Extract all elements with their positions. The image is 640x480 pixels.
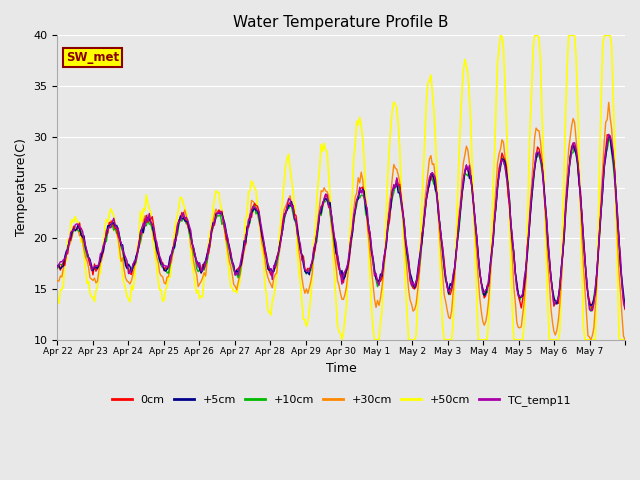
+30cm: [605, 99, 612, 105]
+50cm: [73, 218, 81, 224]
+50cm: [347, 212, 355, 218]
+50cm: [620, 337, 627, 343]
Line: 0cm: 0cm: [58, 134, 625, 311]
TC_temp11: [620, 297, 627, 303]
+5cm: [621, 304, 629, 310]
TC_temp11: [54, 264, 61, 270]
X-axis label: Time: Time: [326, 362, 356, 375]
Line: +10cm: +10cm: [58, 138, 625, 311]
0cm: [91, 261, 99, 267]
+10cm: [91, 266, 99, 272]
+5cm: [73, 226, 81, 232]
TC_temp11: [543, 215, 550, 221]
TC_temp11: [587, 308, 595, 313]
+10cm: [606, 135, 614, 141]
+50cm: [460, 67, 467, 73]
+30cm: [620, 333, 627, 339]
0cm: [458, 193, 466, 199]
+5cm: [606, 134, 614, 140]
0cm: [620, 300, 627, 306]
TC_temp11: [346, 248, 353, 253]
+5cm: [91, 265, 99, 271]
0cm: [543, 214, 550, 220]
+50cm: [54, 294, 61, 300]
Text: SW_met: SW_met: [66, 51, 119, 64]
+5cm: [346, 253, 353, 259]
+30cm: [543, 232, 550, 238]
Line: +5cm: +5cm: [58, 137, 625, 307]
+10cm: [73, 226, 81, 232]
+30cm: [458, 175, 466, 181]
TC_temp11: [73, 221, 81, 227]
+30cm: [73, 225, 81, 231]
+30cm: [91, 275, 99, 281]
TC_temp11: [91, 264, 99, 270]
+50cm: [621, 337, 629, 343]
+30cm: [346, 251, 353, 257]
TC_temp11: [458, 189, 466, 194]
0cm: [54, 264, 61, 270]
+5cm: [543, 216, 550, 221]
0cm: [604, 132, 611, 137]
+10cm: [346, 251, 353, 257]
+50cm: [338, 337, 346, 343]
+10cm: [458, 194, 466, 200]
+10cm: [620, 296, 627, 301]
0cm: [589, 308, 596, 313]
+10cm: [621, 305, 629, 311]
Title: Water Temperature Profile B: Water Temperature Profile B: [234, 15, 449, 30]
+50cm: [497, 33, 504, 38]
+50cm: [545, 337, 553, 343]
+10cm: [543, 218, 550, 224]
0cm: [346, 256, 353, 262]
0cm: [621, 307, 629, 312]
+30cm: [587, 337, 595, 343]
Legend: 0cm, +5cm, +10cm, +30cm, +50cm, TC_temp11: 0cm, +5cm, +10cm, +30cm, +50cm, TC_temp1…: [108, 391, 575, 410]
Line: +30cm: +30cm: [58, 102, 625, 340]
+30cm: [54, 278, 61, 284]
+10cm: [54, 265, 61, 271]
+5cm: [458, 190, 466, 195]
+5cm: [618, 277, 626, 283]
TC_temp11: [605, 132, 612, 137]
+50cm: [91, 299, 99, 304]
+5cm: [54, 263, 61, 268]
Y-axis label: Temperature(C): Temperature(C): [15, 139, 28, 237]
0cm: [73, 226, 81, 232]
TC_temp11: [621, 305, 629, 311]
Line: +50cm: +50cm: [58, 36, 625, 340]
+30cm: [621, 337, 629, 343]
Line: TC_temp11: TC_temp11: [58, 134, 625, 311]
+10cm: [587, 308, 595, 314]
